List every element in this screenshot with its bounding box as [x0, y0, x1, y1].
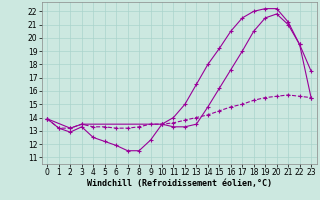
X-axis label: Windchill (Refroidissement éolien,°C): Windchill (Refroidissement éolien,°C) — [87, 179, 272, 188]
